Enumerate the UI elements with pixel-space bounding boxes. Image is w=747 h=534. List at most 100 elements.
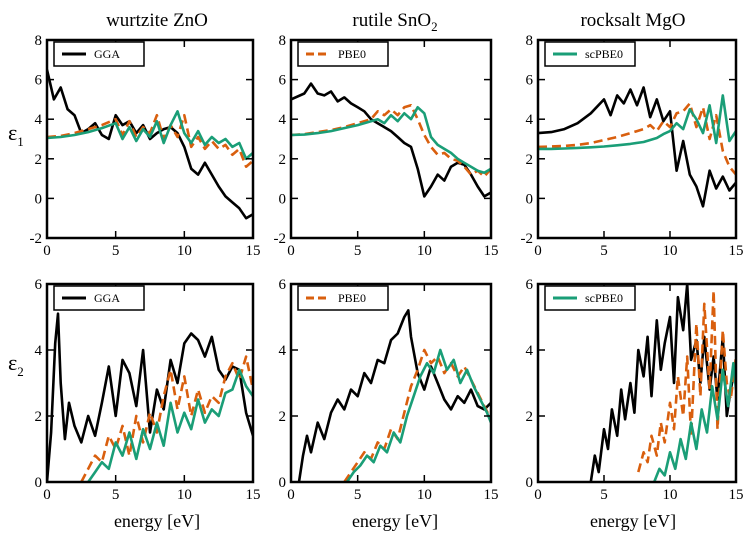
- x-tick-label: 10: [177, 243, 192, 259]
- legend-label: PBE0: [338, 47, 366, 61]
- x-tick-label: 5: [354, 243, 362, 259]
- x-tick-label: 5: [600, 487, 608, 503]
- x-tick-label: 5: [112, 243, 120, 259]
- x-tick-label: 5: [354, 487, 362, 503]
- series-line-scpbe0: [87, 368, 253, 482]
- series-line-scpbe0: [538, 94, 736, 151]
- x-tick-label: 10: [663, 243, 678, 259]
- y-tick-label: 4: [526, 343, 534, 359]
- y-tick-label: 4: [526, 112, 534, 128]
- y-tick-label: 8: [526, 33, 534, 49]
- series-line-pbe0: [80, 355, 253, 482]
- y-tick-label: 0: [279, 475, 287, 491]
- series-line-gga: [47, 69, 253, 220]
- series-line-gga: [47, 312, 253, 482]
- plot-frame: [536, 282, 738, 484]
- x-tick-label: 5: [112, 487, 120, 503]
- y-tick-label: 0: [526, 475, 534, 491]
- series-line-gga: [291, 82, 491, 198]
- legend-label: PBE0: [338, 291, 366, 305]
- series-line-gga: [589, 284, 736, 482]
- x-tick-label: 0: [287, 487, 295, 503]
- x-tick-label: 10: [417, 487, 432, 503]
- legend-gga: GGA: [53, 285, 145, 311]
- series-line-scpbe0: [652, 361, 736, 482]
- series-line-scpbe0: [345, 348, 491, 482]
- x-tick-label: 10: [177, 487, 192, 503]
- panel-eps2-mgo: 0 5 10 15 0 2 4 6 scPBE0: [526, 277, 744, 503]
- legend-label: scPBE0: [585, 291, 623, 305]
- x-axis-label-zno: energy [eV]: [114, 511, 200, 531]
- column-title-sno2: rutile SnO2: [352, 10, 437, 34]
- y-tick-label: 0: [35, 475, 43, 491]
- y-tick-label: 6: [279, 277, 287, 293]
- legend-pbe0: PBE0: [297, 285, 389, 311]
- legend-scpbe0: scPBE0: [544, 285, 636, 311]
- y-tick-label: 0: [279, 191, 287, 207]
- panel-eps2-zno: 0 5 10 15 0 2 4 6 GGA: [35, 277, 261, 503]
- legend-scpbe0: scPBE0: [544, 41, 636, 67]
- plot-frame: [536, 38, 738, 240]
- y-tick-label: 8: [35, 33, 43, 49]
- y-tick-label: -2: [274, 231, 287, 247]
- y-tick-label: 6: [35, 73, 43, 89]
- panel-eps2-sno2: 0 5 10 15 0 2 4 6 PBE0: [279, 277, 499, 503]
- series-line-pbe0: [47, 113, 253, 168]
- y-tick-label: 2: [279, 152, 287, 168]
- x-tick-label: 0: [287, 243, 295, 259]
- y-tick-label: 4: [35, 112, 43, 128]
- y-tick-label: 2: [279, 409, 287, 425]
- column-title-mgo: rocksalt MgO: [580, 10, 685, 31]
- series-line-pbe0: [291, 104, 491, 178]
- x-tick-label: 5: [600, 243, 608, 259]
- x-tick-label: 0: [534, 487, 542, 503]
- y-tick-label: 6: [526, 73, 534, 89]
- column-title-zno: wurtzite ZnO: [106, 10, 208, 31]
- y-tick-label: -2: [521, 231, 534, 247]
- series-line-gga: [297, 309, 491, 482]
- x-axis-label-mgo: energy [eV]: [590, 511, 676, 531]
- y-tick-label: 0: [526, 191, 534, 207]
- y-tick-label: 6: [526, 277, 534, 293]
- x-axis-label-sno2: energy [eV]: [352, 511, 438, 531]
- plot-frame: [289, 38, 493, 240]
- y-tick-label: 6: [279, 73, 287, 89]
- y-tick-label: 2: [35, 409, 43, 425]
- plot-frame: [289, 282, 493, 484]
- legend-label: GGA: [94, 47, 120, 61]
- x-tick-label: 0: [534, 243, 542, 259]
- series-line-scpbe0: [47, 110, 253, 161]
- y-tick-label: 2: [526, 409, 534, 425]
- x-tick-label: 10: [663, 487, 678, 503]
- y-tick-label: 0: [35, 191, 43, 207]
- y-tick-label: 2: [35, 152, 43, 168]
- x-tick-label: 0: [43, 487, 51, 503]
- series-line-scpbe0: [291, 106, 491, 174]
- plot-frame: [45, 282, 255, 484]
- y-tick-label: 4: [35, 343, 43, 359]
- legend-gga: GGA: [53, 41, 145, 67]
- legend-pbe0: PBE0: [297, 41, 389, 67]
- legend-label: GGA: [94, 291, 120, 305]
- y-tick-label: 4: [279, 112, 287, 128]
- row-label-eps2: ε2: [8, 350, 24, 379]
- x-tick-label: 0: [43, 243, 51, 259]
- y-tick-label: 8: [279, 33, 287, 49]
- y-tick-label: 4: [279, 343, 287, 359]
- y-tick-label: 6: [35, 277, 43, 293]
- x-tick-label: 15: [729, 487, 744, 503]
- legend-label: scPBE0: [585, 47, 623, 61]
- x-tick-label: 15: [484, 243, 499, 259]
- x-tick-label: 15: [484, 487, 499, 503]
- series-line-pbe0: [538, 102, 736, 176]
- series-line-gga: [538, 86, 736, 208]
- y-tick-label: 2: [526, 152, 534, 168]
- x-tick-label: 15: [729, 243, 744, 259]
- x-tick-label: 15: [246, 243, 261, 259]
- x-tick-label: 10: [417, 243, 432, 259]
- plot-frame: [45, 38, 255, 240]
- x-tick-label: 15: [246, 487, 261, 503]
